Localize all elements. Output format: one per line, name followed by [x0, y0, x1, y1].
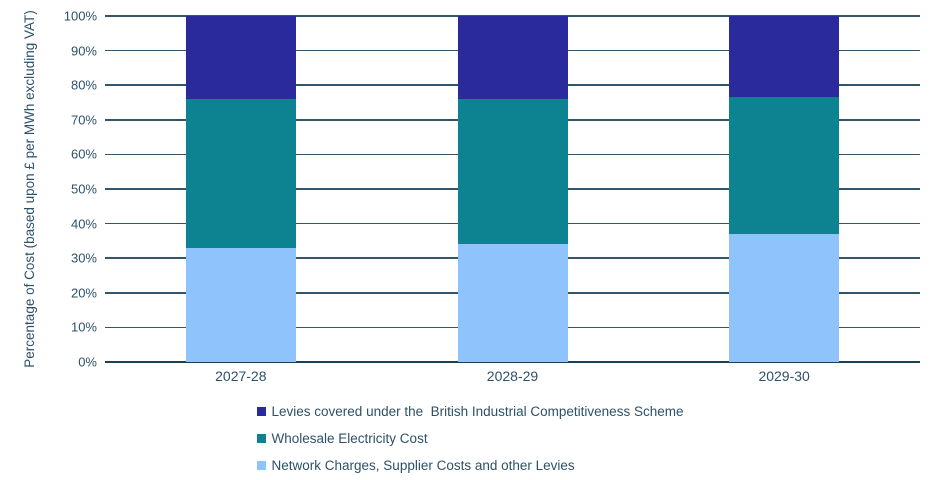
bar-segment-series-1 — [457, 99, 568, 245]
legend-swatch-icon — [256, 407, 266, 416]
legend-item-label: Levies covered under the British Industr… — [271, 404, 684, 419]
bar-segment-series-2 — [457, 16, 568, 100]
legend-swatch-icon — [256, 434, 266, 443]
legend-item: Wholesale Electricity Cost — [256, 425, 684, 452]
legend: Levies covered under the British Industr… — [0, 398, 940, 479]
x-axis-label: 2027-28 — [215, 368, 267, 384]
y-tick-label: 40% — [70, 216, 97, 232]
bar-segment-series-2 — [185, 16, 296, 100]
x-axis-label: 2029-30 — [758, 368, 810, 384]
legend-swatch-icon — [256, 461, 266, 470]
bar-segment-series-1 — [729, 97, 840, 234]
legend-item-label: Network Charges, Supplier Costs and othe… — [271, 458, 575, 473]
y-tick-label: 80% — [70, 77, 97, 93]
legend-item-label: Wholesale Electricity Cost — [271, 431, 428, 446]
y-tick-label: 20% — [70, 285, 97, 301]
y-tick-label: 60% — [70, 146, 97, 162]
bar-segment-series-1 — [185, 99, 296, 248]
y-tick-label: 50% — [70, 181, 97, 197]
gridline — [105, 15, 920, 17]
legend-item: Levies covered under the British Industr… — [256, 398, 684, 425]
y-tick-label: 70% — [70, 112, 97, 128]
y-tick-label: 0% — [78, 354, 97, 370]
y-axis-tick-labels: 0% 10% 20% 30% 40% 50% 60% 70% 80% 90% 100% — [0, 0, 97, 480]
plot-area — [105, 15, 920, 363]
bar-2029-30 — [729, 16, 840, 362]
bar-segment-series-0 — [185, 247, 296, 362]
legend-block: Levies covered under the British Industr… — [256, 398, 684, 479]
y-tick-label: 10% — [70, 319, 97, 335]
x-axis-labels: 2027-28 2028-29 2029-30 — [105, 368, 920, 388]
bar-2028-29 — [457, 16, 568, 362]
bar-segment-series-0 — [457, 244, 568, 362]
y-tick-label: 90% — [70, 43, 97, 59]
y-tick-label: 100% — [63, 8, 97, 24]
legend-item: Network Charges, Supplier Costs and othe… — [256, 452, 684, 479]
y-tick-label: 30% — [70, 250, 97, 266]
x-axis-label: 2028-29 — [486, 368, 539, 384]
bar-segment-series-2 — [729, 16, 840, 98]
bar-segment-series-0 — [729, 233, 840, 362]
bar-2027-28 — [185, 16, 296, 362]
